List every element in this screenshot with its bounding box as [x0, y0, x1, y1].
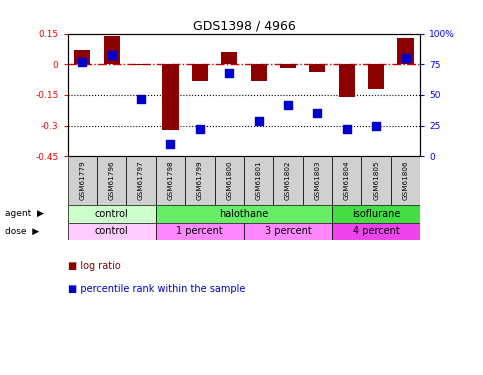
Point [313, 110, 321, 116]
Bar [97, 156, 127, 205]
Bar [68, 205, 156, 222]
Bar [185, 156, 214, 205]
Point [137, 96, 145, 102]
Point [343, 126, 351, 132]
Text: control: control [95, 209, 128, 219]
Bar [251, 64, 267, 81]
Bar [332, 205, 420, 222]
Bar [368, 64, 384, 89]
Bar [332, 156, 361, 205]
Bar [398, 38, 413, 64]
Bar [332, 222, 420, 240]
Point [226, 70, 233, 76]
Text: GSM61803: GSM61803 [314, 161, 320, 200]
Bar [162, 64, 179, 130]
Text: ■ percentile rank within the sample: ■ percentile rank within the sample [68, 284, 245, 294]
Text: ■ log ratio: ■ log ratio [68, 261, 120, 271]
Text: GSM61799: GSM61799 [197, 161, 203, 200]
Bar [127, 156, 156, 205]
Text: GSM61805: GSM61805 [373, 161, 379, 200]
Bar [214, 156, 244, 205]
Point [78, 59, 86, 65]
Point [167, 141, 174, 147]
Bar [68, 222, 156, 240]
Text: GSM61798: GSM61798 [168, 161, 173, 200]
Bar [309, 64, 326, 72]
Bar [361, 156, 391, 205]
Bar [273, 156, 303, 205]
Bar [192, 64, 208, 81]
Bar [156, 156, 185, 205]
Title: GDS1398 / 4966: GDS1398 / 4966 [193, 20, 295, 33]
Point [284, 102, 292, 108]
Bar [68, 156, 97, 205]
Text: GSM61806: GSM61806 [402, 161, 409, 200]
Text: GSM61779: GSM61779 [79, 161, 85, 200]
Bar [339, 64, 355, 97]
Text: control: control [95, 226, 128, 236]
Bar [303, 156, 332, 205]
Bar [156, 205, 332, 222]
Point [372, 123, 380, 129]
Bar [280, 64, 296, 68]
Bar [391, 156, 420, 205]
Bar [244, 156, 273, 205]
Text: GSM61802: GSM61802 [285, 161, 291, 200]
Text: 1 percent: 1 percent [176, 226, 223, 236]
Bar [104, 36, 120, 64]
Text: GSM61804: GSM61804 [344, 161, 350, 200]
Text: GSM61800: GSM61800 [226, 161, 232, 200]
Bar [221, 52, 237, 64]
Text: 3 percent: 3 percent [265, 226, 312, 236]
Text: GSM61801: GSM61801 [256, 161, 262, 200]
Point [255, 118, 262, 124]
Text: agent  ▶: agent ▶ [5, 209, 43, 218]
Bar [74, 50, 90, 64]
Point [196, 126, 204, 132]
Point [108, 51, 115, 57]
Text: GSM61796: GSM61796 [109, 161, 114, 200]
Text: GSM61797: GSM61797 [138, 161, 144, 200]
Text: halothane: halothane [219, 209, 269, 219]
Text: isoflurane: isoflurane [352, 209, 400, 219]
Text: 4 percent: 4 percent [353, 226, 399, 236]
Bar [156, 222, 244, 240]
Bar [133, 64, 149, 65]
Bar [244, 222, 332, 240]
Point [402, 55, 410, 61]
Text: dose  ▶: dose ▶ [5, 227, 39, 236]
